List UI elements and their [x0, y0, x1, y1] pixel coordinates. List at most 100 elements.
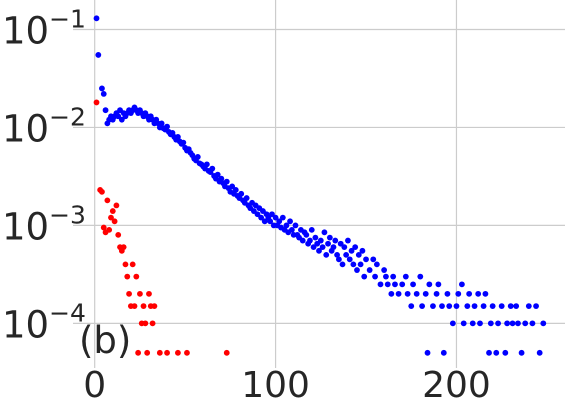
data-point [455, 290, 462, 297]
data-point [525, 303, 532, 309]
data-point [115, 231, 122, 238]
data-point [487, 320, 494, 327]
data-point [404, 290, 411, 297]
data-point [102, 107, 109, 114]
data-point [330, 244, 337, 251]
data-point [258, 214, 265, 221]
data-point [513, 303, 520, 309]
data-point [361, 273, 368, 280]
data-point [388, 290, 395, 297]
data-point [509, 320, 516, 327]
panel-label: (b) [79, 319, 131, 362]
series-0-points [93, 15, 547, 356]
data-point [335, 256, 342, 263]
data-point [399, 281, 406, 288]
data-point [144, 349, 151, 356]
data-point [341, 244, 348, 251]
data-point [95, 52, 102, 58]
data-point [345, 237, 351, 244]
data-point [129, 261, 136, 268]
data-point [381, 267, 388, 273]
x-tick-label: 0 [83, 365, 106, 405]
data-point [346, 256, 353, 263]
y-tick-label: 10−2 [2, 102, 86, 150]
data-point [363, 256, 369, 263]
data-point [359, 247, 366, 254]
data-point [464, 303, 471, 309]
data-point [498, 303, 505, 309]
data-point [343, 251, 350, 258]
data-point [495, 320, 501, 327]
data-point [229, 183, 236, 190]
data-point [267, 218, 274, 225]
data-point [480, 303, 487, 309]
data-point [307, 237, 313, 244]
data-point [223, 349, 230, 356]
data-point [325, 240, 331, 247]
data-point [115, 113, 122, 120]
data-point [417, 273, 424, 280]
data-point [140, 303, 147, 309]
data-point [323, 251, 330, 258]
data-point [283, 222, 290, 229]
data-point [109, 208, 116, 214]
data-point [460, 320, 467, 327]
data-point [348, 247, 355, 254]
data-point [238, 190, 245, 197]
data-point [209, 165, 216, 172]
data-point [146, 290, 152, 297]
data-point [440, 349, 447, 356]
data-point [164, 123, 170, 130]
data-point [214, 171, 221, 178]
data-point [299, 237, 306, 244]
data-point [223, 178, 230, 185]
data-point [518, 349, 525, 356]
x-tick-label: 200 [422, 365, 491, 405]
data-point [475, 290, 482, 297]
data-point [507, 303, 514, 309]
data-point [312, 234, 319, 241]
data-point [435, 281, 442, 288]
data-point [504, 320, 511, 327]
data-point [446, 303, 453, 309]
data-point [384, 281, 391, 288]
data-point [413, 290, 420, 297]
data-point [93, 15, 100, 22]
data-point [99, 85, 105, 92]
data-point [113, 202, 120, 209]
data-point [469, 320, 476, 327]
data-point [269, 211, 275, 218]
data-point [308, 226, 315, 233]
data-point [422, 290, 429, 297]
data-point [493, 349, 500, 356]
data-point [156, 349, 163, 356]
data-point [352, 244, 359, 251]
data-point [261, 218, 268, 225]
data-point [175, 349, 181, 356]
data-point [449, 320, 456, 327]
data-point [100, 224, 107, 231]
data-points [93, 15, 547, 356]
data-point [316, 247, 322, 254]
data-point [108, 214, 114, 221]
data-point [218, 175, 225, 182]
data-point [194, 154, 201, 160]
data-point [529, 320, 536, 327]
plot-background [73, 0, 565, 368]
data-point [175, 134, 181, 140]
data-point [383, 273, 389, 280]
data-point [334, 251, 340, 258]
data-point [151, 303, 158, 309]
y-tick-label: 10−3 [2, 200, 86, 248]
data-point [142, 320, 149, 327]
data-point [337, 240, 344, 247]
data-point [373, 261, 380, 268]
data-point [149, 320, 156, 327]
data-point [164, 349, 170, 356]
data-point [203, 161, 210, 168]
data-point [243, 195, 250, 201]
data-point [276, 218, 283, 225]
data-point [184, 349, 190, 356]
data-point [522, 320, 529, 327]
